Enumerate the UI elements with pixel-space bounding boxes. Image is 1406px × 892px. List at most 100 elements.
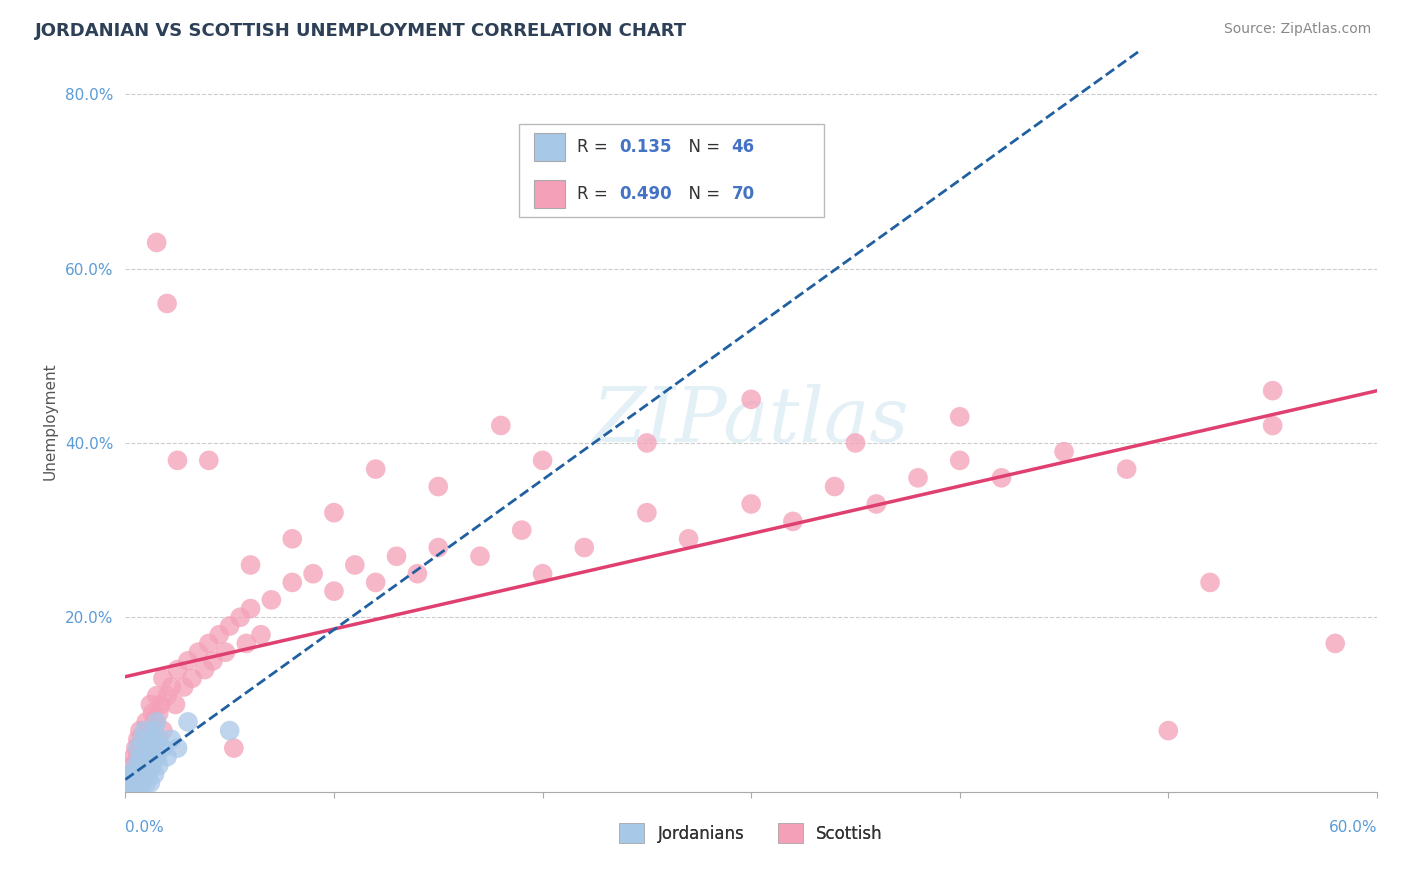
- Point: [131, 776, 153, 790]
- Point: [122, 780, 145, 795]
- Point: [134, 749, 156, 764]
- Point: [125, 780, 148, 795]
- Text: N =: N =: [678, 185, 725, 202]
- Point: [118, 776, 141, 790]
- Point: [181, 671, 204, 685]
- Point: [118, 776, 141, 790]
- Point: [148, 758, 170, 772]
- Point: [135, 714, 157, 729]
- Point: [145, 689, 167, 703]
- Point: [177, 654, 200, 668]
- Point: [1199, 575, 1222, 590]
- Point: [136, 732, 159, 747]
- Point: [1115, 462, 1137, 476]
- Point: [166, 741, 188, 756]
- Point: [139, 698, 162, 712]
- Point: [782, 515, 804, 529]
- Point: [201, 654, 224, 668]
- Point: [141, 706, 163, 721]
- Point: [177, 714, 200, 729]
- Point: [1261, 418, 1284, 433]
- Point: [1053, 444, 1076, 458]
- Point: [148, 732, 170, 747]
- Point: [152, 723, 174, 738]
- Point: [135, 741, 157, 756]
- Point: [156, 749, 179, 764]
- Point: [218, 723, 240, 738]
- Point: [302, 566, 325, 581]
- Point: [135, 776, 157, 790]
- Point: [468, 549, 491, 564]
- Point: [145, 732, 167, 747]
- Point: [907, 471, 929, 485]
- Point: [143, 767, 166, 781]
- Point: [136, 749, 159, 764]
- Point: [152, 671, 174, 685]
- Point: [117, 780, 139, 795]
- Point: [364, 575, 387, 590]
- Point: [127, 732, 149, 747]
- Point: [865, 497, 887, 511]
- Text: Source: ZipAtlas.com: Source: ZipAtlas.com: [1223, 22, 1371, 37]
- Point: [1324, 636, 1347, 650]
- Text: 0.0%: 0.0%: [125, 821, 165, 836]
- Point: [129, 767, 152, 781]
- Point: [145, 749, 167, 764]
- Point: [122, 776, 145, 790]
- Point: [143, 723, 166, 738]
- Point: [949, 453, 972, 467]
- Point: [1157, 723, 1180, 738]
- Point: [122, 749, 145, 764]
- Point: [156, 296, 179, 310]
- Point: [129, 741, 152, 756]
- Point: [166, 453, 188, 467]
- Point: [134, 767, 156, 781]
- Point: [427, 479, 450, 493]
- Point: [364, 462, 387, 476]
- Point: [1261, 384, 1284, 398]
- Point: [385, 549, 408, 564]
- Point: [129, 767, 152, 781]
- Point: [122, 776, 145, 790]
- Point: [218, 619, 240, 633]
- Point: [117, 776, 139, 790]
- Point: [427, 541, 450, 555]
- Point: [510, 523, 533, 537]
- Point: [148, 706, 170, 721]
- Point: [122, 767, 145, 781]
- Point: [208, 628, 231, 642]
- Point: [160, 680, 183, 694]
- Legend: Jordanians, Scottish: Jordanians, Scottish: [613, 816, 890, 850]
- Point: [489, 418, 512, 433]
- Point: [127, 749, 149, 764]
- Point: [531, 566, 554, 581]
- Point: [125, 758, 148, 772]
- Text: 0.490: 0.490: [619, 185, 672, 202]
- Point: [222, 741, 245, 756]
- Text: 70: 70: [731, 185, 755, 202]
- Point: [143, 714, 166, 729]
- Point: [129, 723, 152, 738]
- Y-axis label: Unemployment: Unemployment: [44, 362, 58, 480]
- Point: [198, 453, 221, 467]
- Point: [122, 767, 145, 781]
- Point: [323, 506, 346, 520]
- Point: [141, 758, 163, 772]
- Point: [740, 392, 762, 407]
- Point: [135, 758, 157, 772]
- Point: [574, 541, 596, 555]
- Point: [141, 732, 163, 747]
- Point: [214, 645, 236, 659]
- Point: [156, 689, 179, 703]
- Point: [145, 714, 167, 729]
- Point: [250, 628, 273, 642]
- Point: [125, 767, 148, 781]
- Text: 0.135: 0.135: [619, 138, 672, 156]
- Point: [134, 767, 156, 781]
- Point: [323, 584, 346, 599]
- Point: [239, 558, 262, 572]
- Point: [141, 741, 163, 756]
- Point: [152, 741, 174, 756]
- Point: [229, 610, 252, 624]
- Text: 60.0%: 60.0%: [1329, 821, 1376, 836]
